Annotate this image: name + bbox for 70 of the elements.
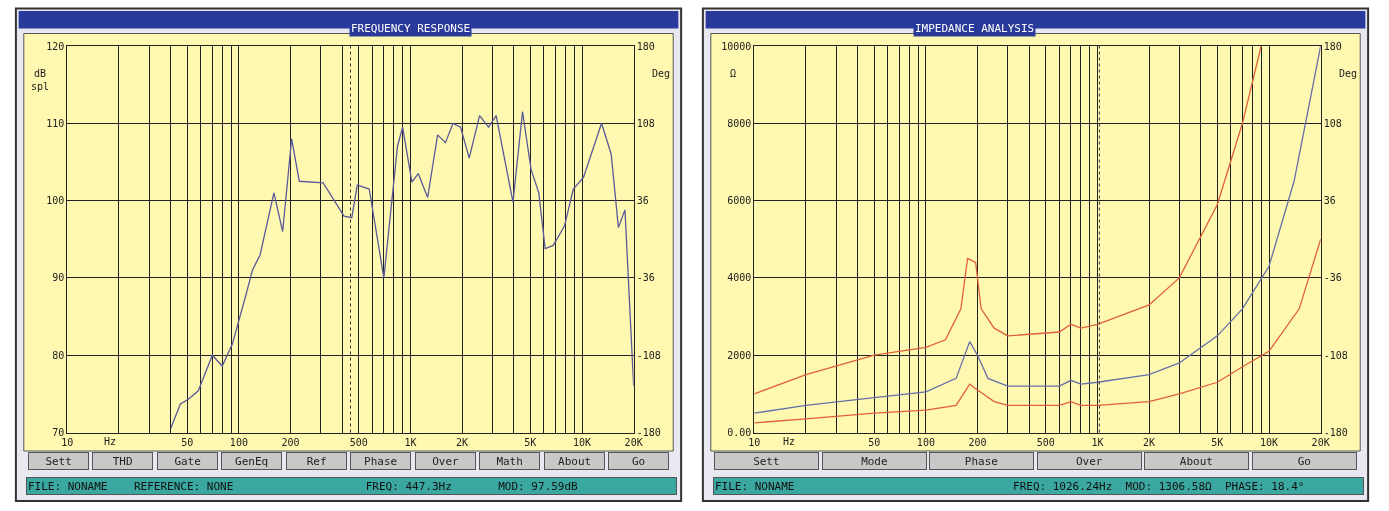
text: Go xyxy=(1297,454,1311,468)
x-tick-label: 1K xyxy=(404,436,417,448)
x-tick-label: 5K xyxy=(524,436,537,448)
y2-axis-title: Deg xyxy=(1339,68,1358,79)
y2-tick-label: -180 xyxy=(636,427,661,438)
y2-tick-label: -36 xyxy=(1323,272,1342,284)
y2-tick-label: -108 xyxy=(636,349,661,361)
x-tick-label: 10 xyxy=(748,436,761,448)
y2-tick-label: -180 xyxy=(1323,427,1348,438)
y2-tick-label: 108 xyxy=(1323,117,1342,129)
x-tick-label: 100 xyxy=(916,436,935,448)
x-tick-label: 10K xyxy=(1259,436,1279,448)
x-tick-label: 100 xyxy=(229,436,248,448)
x-tick-label: 1K xyxy=(1091,436,1104,448)
y-tick-label: 120 xyxy=(46,40,65,52)
text: Go xyxy=(632,454,646,468)
chart-title: IMPEDANCE ANALYSIS xyxy=(915,22,1035,35)
y-tick-label: 2000 xyxy=(727,349,752,361)
y-axis-title: Ω xyxy=(730,68,737,79)
x-tick-label: 20K xyxy=(624,436,643,448)
x-tick-label: 200 xyxy=(281,436,300,448)
x-tick-label: 2K xyxy=(456,436,469,448)
y-tick-label: 70 xyxy=(52,427,65,438)
x-tick-label: 2K xyxy=(1143,436,1156,448)
text: Over xyxy=(432,454,460,468)
y2-tick-label: 180 xyxy=(1323,40,1342,52)
y2-tick-label: -108 xyxy=(1323,349,1348,361)
x-tick-label: 50 xyxy=(868,436,881,448)
y2-tick-label: 180 xyxy=(636,40,655,52)
text: Math xyxy=(496,454,523,468)
x-tick-label: 200 xyxy=(968,436,987,448)
y2-tick-label: 36 xyxy=(636,195,649,207)
y2-axis-title: Deg xyxy=(652,68,671,79)
chart-title: FREQUENCY RESPONSE xyxy=(351,22,471,35)
x-tick-label: 10 xyxy=(61,436,74,448)
y2-tick-label: -36 xyxy=(636,272,655,284)
text: Phase xyxy=(964,454,998,468)
text: FILE: NONAME FREQ: 1026.24Hz MOD: 1306.58Ω PHASE: 18.4° xyxy=(715,479,1305,493)
y-tick-label: 100 xyxy=(46,195,65,207)
y-tick-label: 6000 xyxy=(727,195,752,207)
x-tick-label: 5K xyxy=(1211,436,1224,448)
text: Phase xyxy=(364,454,398,468)
x-tick-label: 500 xyxy=(1036,436,1055,448)
x-tick-label: 20K xyxy=(1311,436,1330,448)
text: Mode xyxy=(861,454,888,468)
y-tick-label: 90 xyxy=(52,272,65,284)
y-tick-label: 10000 xyxy=(721,40,752,52)
y2-tick-label: 108 xyxy=(636,117,655,129)
text: Sett xyxy=(45,454,72,468)
text: Gate xyxy=(174,454,201,468)
y-tick-label: 0.00 xyxy=(727,427,752,438)
text: Sett xyxy=(753,454,780,468)
text: GenEq xyxy=(235,454,269,468)
text: About xyxy=(558,454,592,468)
y-tick-label: 4000 xyxy=(727,272,752,284)
text: FILE: NONAME REFERENCE: NONE FREQ: 447.3Hz MOD: 97.59dB xyxy=(28,479,579,493)
y-tick-label: 8000 xyxy=(727,117,752,129)
text: Over xyxy=(1075,454,1103,468)
x-tick-label: 500 xyxy=(349,436,368,448)
x-tick-label: 10K xyxy=(572,436,592,448)
x-axis-title: Hz xyxy=(104,436,117,447)
x-axis-title: Hz xyxy=(783,436,796,447)
x-tick-label: 50 xyxy=(181,436,194,448)
y-tick-label: 80 xyxy=(52,349,65,361)
text: THD xyxy=(112,454,133,468)
y-axis-title: dB spl xyxy=(31,68,50,92)
text: About xyxy=(1179,454,1213,468)
y-tick-label: 110 xyxy=(46,117,65,129)
y2-tick-label: 36 xyxy=(1323,195,1336,207)
text: Ref xyxy=(306,454,327,468)
